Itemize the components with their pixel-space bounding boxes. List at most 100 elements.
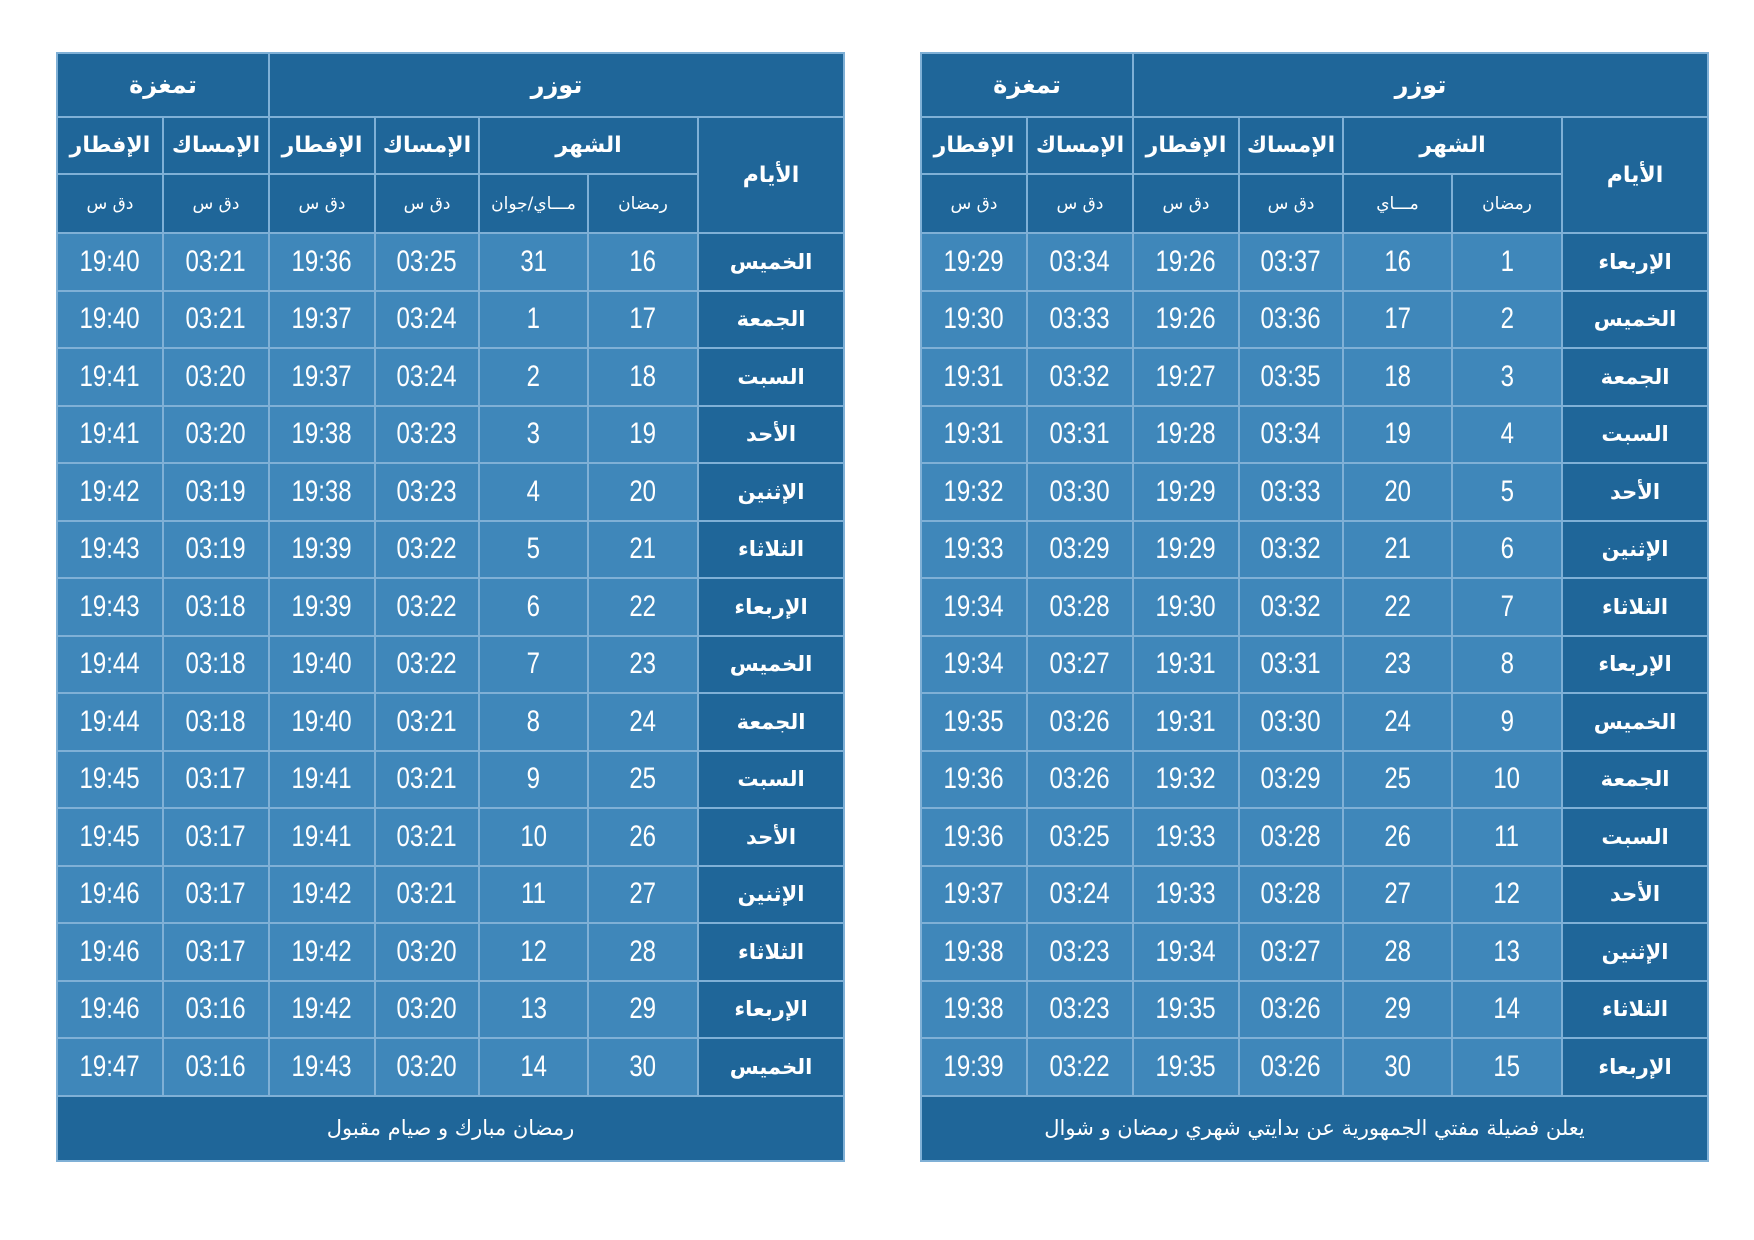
cell: 19:36 [267, 232, 377, 292]
cell-text: 29 [1384, 992, 1411, 1026]
cell: 03:17 [162, 807, 270, 867]
day-cell: الإربعاء [1561, 634, 1710, 694]
cell: 19:44 [56, 634, 164, 694]
cell-text: 19:36 [291, 244, 353, 278]
cell: 03:27 [1026, 634, 1134, 694]
cell: 19:41 [267, 749, 377, 809]
cell-text: 2 [1500, 302, 1514, 336]
cell: 03:21 [374, 749, 481, 809]
table-row: الإثنين 27 11 03:21 19:42 03:17 19:46 [56, 864, 846, 924]
cell: 03:26 [1026, 692, 1134, 752]
cell: 03:24 [374, 289, 481, 349]
cell: 19 [587, 404, 700, 464]
cell: 03:16 [162, 1037, 270, 1097]
cell: 19:38 [920, 922, 1028, 982]
column-header: الإفطار [920, 116, 1028, 175]
cell: 28 [1342, 922, 1454, 982]
cell-text: 03:34 [1260, 417, 1322, 451]
table-row: الإثنين 6 21 03:32 19:29 03:29 19:33 [920, 519, 1710, 579]
column-header: الإمساك [162, 116, 270, 175]
cell: 03:33 [1026, 289, 1134, 349]
cell-text: 24 [1384, 704, 1411, 738]
cell: 19:45 [56, 749, 164, 809]
cell-text: 19:42 [291, 934, 353, 968]
header-row: رمضان مـــاي دق س دق س دق س دق س [920, 173, 1708, 234]
cell-text: 19:38 [291, 417, 353, 451]
cell-text: 03:28 [1049, 589, 1111, 623]
cell-text: 10 [520, 819, 547, 853]
cell-text: 03:29 [1049, 532, 1111, 566]
table-row: الإربعاء 22 6 03:22 19:39 03:18 19:43 [56, 577, 846, 637]
cell: 3 [478, 404, 590, 464]
cell-text: 12 [1493, 877, 1521, 911]
day-cell: الإثنين [1561, 922, 1710, 982]
cell: 03:22 [1026, 1037, 1134, 1097]
day-cell: الجمعة [1561, 749, 1710, 809]
table-row: الإثنين 20 4 03:23 19:38 03:19 19:42 [56, 462, 846, 522]
cell: 8 [478, 692, 590, 752]
table: توزر تمغزة الأيام الشهر الإمساك الإفطار الإمسا… [55, 52, 846, 1162]
cell: 9 [478, 749, 590, 809]
cell-text: 19:32 [943, 474, 1005, 508]
cell-text: 03:20 [396, 934, 458, 968]
cell: 03:31 [1238, 634, 1345, 694]
day-cell: الإثنين [1561, 519, 1710, 579]
cell: 03:20 [374, 1037, 481, 1097]
day-cell: الجمعة [697, 692, 846, 752]
day-cell: الأحد [1561, 864, 1710, 924]
cell: 19:45 [56, 807, 164, 867]
cell-text: 03:17 [185, 877, 247, 911]
cell-text: 1 [526, 302, 541, 336]
cell: 25 [587, 749, 700, 809]
cell: 03:20 [374, 922, 481, 982]
day-cell: الإثنين [697, 462, 846, 522]
cell: 14 [1451, 979, 1564, 1039]
cell-text: 16 [1384, 244, 1411, 278]
cell-text: 12 [520, 934, 547, 968]
unit-header: دق س [374, 173, 481, 234]
cell-text: 03:18 [185, 589, 247, 623]
cell-text: 22 [629, 589, 657, 623]
cell: 03:32 [1238, 519, 1345, 579]
header-row: الأيام الشهر الإمساك الإفطار الإمساك الإفطار [56, 116, 846, 234]
cell: 03:25 [1026, 807, 1134, 867]
cell-text: 19:46 [79, 934, 141, 968]
cell-text: 19:37 [943, 877, 1005, 911]
cell-text: 28 [1384, 934, 1411, 968]
cell: 7 [1451, 577, 1564, 637]
cell-text: 7 [1500, 589, 1514, 623]
cell: 25 [1342, 749, 1454, 809]
day-cell: السبت [1561, 404, 1710, 464]
cell-text: 03:19 [185, 532, 247, 566]
cell-text: 19:37 [291, 359, 353, 393]
cell-text: 03:22 [396, 589, 458, 623]
cell-text: 03:36 [1260, 302, 1322, 336]
cell: 03:26 [1238, 1037, 1345, 1097]
footer: رمضان مبارك و صيام مقبول [55, 1094, 846, 1162]
cell: 03:21 [374, 807, 481, 867]
unit-header: دق س [920, 173, 1028, 234]
cell-text: 03:24 [396, 359, 458, 393]
cell-text: 9 [526, 762, 541, 796]
cell: 03:21 [374, 692, 481, 752]
cell-text: 17 [1384, 302, 1411, 336]
column-header: الإمساك [1238, 116, 1345, 175]
cell-text: 03:25 [396, 244, 458, 278]
group-header: توزر [1131, 52, 1710, 118]
cell-text: 30 [1384, 1049, 1411, 1083]
cell-text: 19:41 [79, 417, 141, 451]
cell: 03:17 [162, 749, 270, 809]
cell: 28 [587, 922, 700, 982]
cell: 19:43 [56, 577, 164, 637]
table-row: الخميس 9 24 03:30 19:31 03:26 19:35 [920, 692, 1710, 752]
cell: 03:26 [1026, 749, 1134, 809]
cell: 19:37 [267, 347, 377, 407]
cell-text: 13 [520, 992, 547, 1026]
unit-header: دق س [1131, 173, 1241, 234]
cell: 19:35 [1131, 1037, 1241, 1097]
cell: 03:20 [162, 404, 270, 464]
cell-text: 03:35 [1260, 359, 1322, 393]
cell-text: 03:17 [185, 762, 247, 796]
cell: 03:23 [374, 404, 481, 464]
cell-text: 03:32 [1049, 359, 1111, 393]
